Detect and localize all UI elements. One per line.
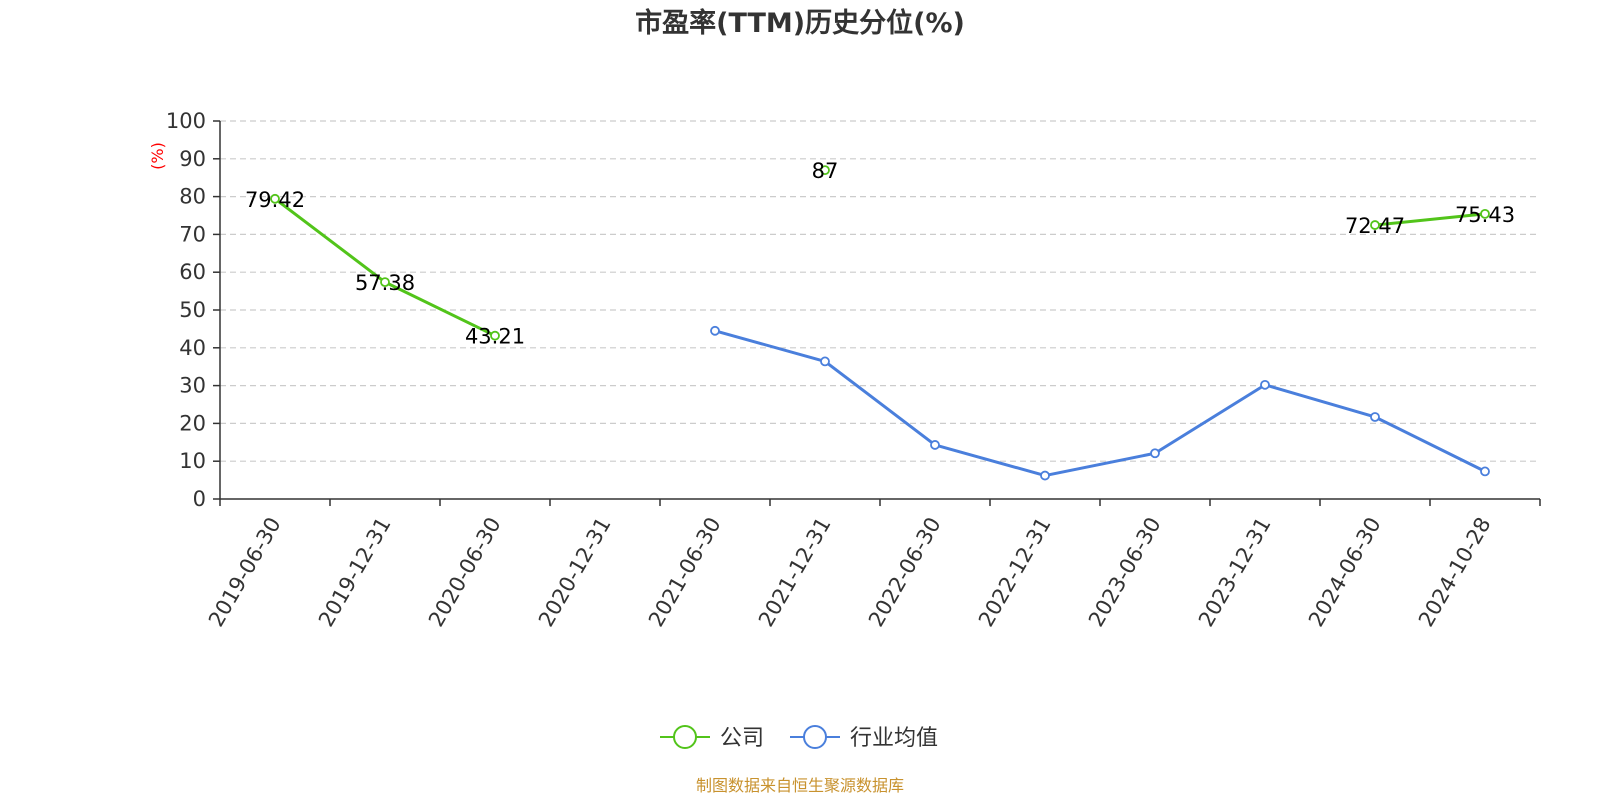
series — [270, 165, 1490, 481]
series-line — [274, 197, 496, 338]
data-point[interactable] — [820, 165, 830, 176]
x-tick-label: 2023-12-31 — [1194, 513, 1276, 631]
data-point[interactable] — [820, 356, 830, 367]
x-tick-label: 2022-06-30 — [864, 513, 946, 631]
data-point[interactable] — [1040, 470, 1050, 481]
legend-label: 公司 — [720, 726, 764, 751]
data-point[interactable] — [1480, 466, 1490, 477]
x-tick-label: 2024-06-30 — [1304, 513, 1386, 631]
chart-title: 市盈率(TTM)历史分位(%) — [635, 7, 965, 39]
data-label: 72.47 — [1345, 214, 1405, 238]
axes: 0 10 20 30 40 50 60 70 80 90 100 2019-06-30 2019-12-… — [166, 109, 1541, 631]
x-tick-label: 2019-12-31 — [314, 513, 396, 631]
legend[interactable]: 公司 行业均值 — [660, 725, 938, 751]
series-line — [1374, 212, 1486, 227]
x-tick-label: 2024-10-28 — [1414, 513, 1496, 631]
data-point[interactable] — [1480, 208, 1490, 219]
data-labels: 79.42 57.38 43.21 87 72.47 75.43 — [245, 159, 1515, 349]
y-tick-label: 90 — [179, 147, 206, 171]
grid — [220, 120, 1540, 462]
data-point[interactable] — [1150, 448, 1160, 459]
x-tick-label: 2023-06-30 — [1084, 513, 1166, 631]
data-point[interactable] — [1370, 220, 1380, 230]
data-label: 79.42 — [245, 188, 305, 212]
y-tick-label: 20 — [179, 411, 206, 435]
y-axis-label: (%) — [148, 142, 167, 170]
data-point[interactable] — [930, 440, 940, 450]
series-line — [714, 329, 1486, 478]
data-point[interactable] — [710, 325, 720, 336]
y-tick-label: 50 — [179, 298, 206, 322]
legend-marker — [673, 725, 697, 749]
source-note: 制图数据来自恒生聚源数据库 — [696, 776, 904, 795]
data-point[interactable] — [270, 193, 280, 204]
y-tick-label: 0 — [193, 487, 206, 511]
y-tick-label: 40 — [179, 336, 206, 360]
x-tick-label: 2020-06-30 — [424, 513, 506, 631]
legend-item[interactable]: 公司 — [660, 725, 764, 751]
legend-label: 行业均值 — [850, 726, 938, 751]
legend-item[interactable]: 行业均值 — [790, 725, 938, 751]
y-tick-label: 60 — [179, 260, 206, 284]
y-tick-label: 70 — [179, 222, 206, 246]
data-point[interactable] — [1260, 379, 1270, 390]
x-tick-label: 2022-12-31 — [974, 513, 1056, 631]
series-1 — [710, 325, 1490, 481]
y-tick-label: 30 — [179, 374, 206, 398]
data-point[interactable] — [1370, 412, 1380, 422]
y-tick-label: 10 — [179, 449, 206, 473]
series-0 — [270, 165, 1490, 341]
data-point[interactable] — [380, 277, 390, 288]
data-label: 87 — [812, 159, 839, 183]
y-tick-label: 100 — [166, 109, 206, 133]
x-tick-label: 2021-06-30 — [644, 513, 726, 631]
legend-marker — [803, 725, 827, 749]
x-tick-label: 2020-12-31 — [534, 513, 616, 631]
x-tick-label: 2021-12-31 — [754, 513, 836, 631]
data-label: 75.43 — [1455, 203, 1515, 227]
x-tick-label: 2019-06-30 — [204, 513, 286, 631]
y-tick-label: 80 — [179, 185, 206, 209]
data-label: 43.21 — [465, 325, 525, 349]
data-label: 57.38 — [355, 271, 415, 295]
data-point[interactable] — [490, 330, 500, 341]
